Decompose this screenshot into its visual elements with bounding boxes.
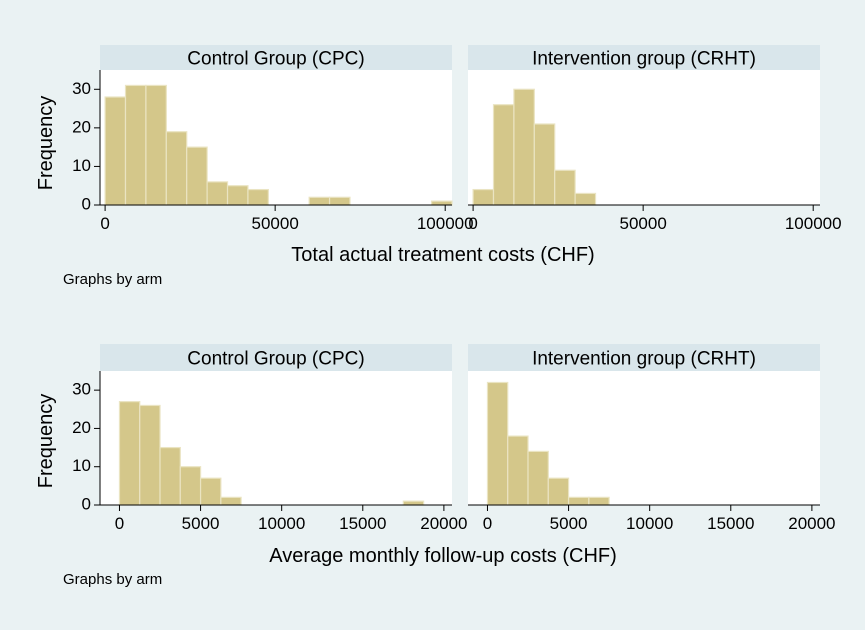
y-tick-label: 20: [72, 117, 91, 136]
histogram-bar: [430, 200, 453, 206]
histogram-bar: [533, 123, 556, 206]
x-tick-label: 50000: [252, 214, 299, 233]
histogram-bar: [527, 450, 549, 506]
x-tick-label: 50000: [620, 214, 667, 233]
panel-strip: [100, 344, 452, 371]
panel-title: Intervention group (CRHT): [532, 349, 756, 370]
panel-strip: [468, 344, 820, 371]
y-tick-label: 30: [72, 79, 91, 98]
y-tick-label: 20: [72, 418, 91, 437]
y-tick-label: 0: [82, 194, 91, 213]
histogram-bar: [486, 381, 509, 506]
x-tick-label: 15000: [707, 514, 754, 533]
histogram-bar: [159, 446, 181, 506]
x-tick-label: 20000: [788, 514, 835, 533]
histogram-bar: [145, 84, 167, 206]
histogram-bar: [247, 188, 269, 206]
histogram-bar: [554, 169, 576, 206]
y-tick-label: 30: [72, 380, 91, 399]
histogram-bar: [567, 496, 590, 506]
histogram-bar: [206, 181, 229, 206]
histogram-bar: [507, 435, 529, 506]
top-graphs-by-note: Graphs by arm: [63, 271, 162, 288]
x-tick-label: 5000: [182, 514, 220, 533]
histogram-bar: [139, 404, 161, 506]
histogram-bar: [402, 500, 425, 506]
panel-strip: [100, 45, 452, 70]
x-tick-label: 0: [100, 214, 109, 233]
histogram-bar: [574, 192, 597, 206]
panel-title: Control Group (CPC): [187, 349, 364, 370]
histogram-bar: [226, 185, 249, 206]
y-tick-label: 10: [72, 156, 91, 175]
top-y-axis-title: Frequency: [35, 96, 57, 191]
panel-bottom-left: Control Group (CPC) 0 5000 10000 15000 20000 0…: [72, 344, 468, 533]
histogram-bar: [179, 466, 202, 506]
histogram-bar: [199, 477, 222, 506]
histogram-bar: [472, 188, 495, 206]
histogram-bar: [308, 196, 331, 206]
x-tick-label: 15000: [339, 514, 386, 533]
histogram-bar: [513, 88, 535, 206]
histogram-bar: [588, 496, 610, 506]
panel-title: Intervention group (CRHT): [532, 49, 756, 70]
histogram-bar: [328, 196, 351, 206]
x-tick-label: 100000: [417, 214, 474, 233]
x-tick-label: 0: [468, 214, 477, 233]
bottom-y-axis-title: Frequency: [35, 394, 57, 489]
x-tick-label: 0: [483, 514, 492, 533]
panels-layer: Control Group (CPC)0 50000 1000000102030In…: [72, 45, 842, 533]
histogram-bar: [220, 496, 242, 506]
panel-title: Control Group (CPC): [187, 49, 364, 70]
x-tick-label: 5000: [550, 514, 588, 533]
bottom-x-axis-title: Average monthly follow-up costs (CHF): [269, 545, 617, 567]
panel-bottom-right: Intervention group (CRHT) 0 5000 10000 15000…: [468, 344, 836, 533]
y-tick-label: 0: [82, 494, 91, 513]
histogram-bar: [165, 131, 188, 206]
histogram-bar: [547, 477, 570, 506]
bottom-graphs-by-note: Graphs by arm: [63, 571, 162, 588]
panel-top-right: Intervention group (CRHT) 0 50000 100000: [468, 45, 842, 233]
histogram-bar: [186, 146, 208, 206]
x-tick-label: 0: [115, 514, 124, 533]
histogram-bar: [104, 96, 127, 206]
y-tick-label: 10: [72, 456, 91, 475]
histogram-bar: [124, 84, 147, 206]
x-tick-label: 10000: [626, 514, 673, 533]
x-tick-label: 20000: [420, 514, 467, 533]
histogram-bar: [492, 104, 515, 206]
x-tick-label: 10000: [258, 514, 305, 533]
x-tick-label: 100000: [785, 214, 842, 233]
panel-strip: [468, 45, 820, 70]
histogram-bar: [118, 401, 141, 506]
top-x-axis-title: Total actual treatment costs (CHF): [291, 244, 594, 266]
